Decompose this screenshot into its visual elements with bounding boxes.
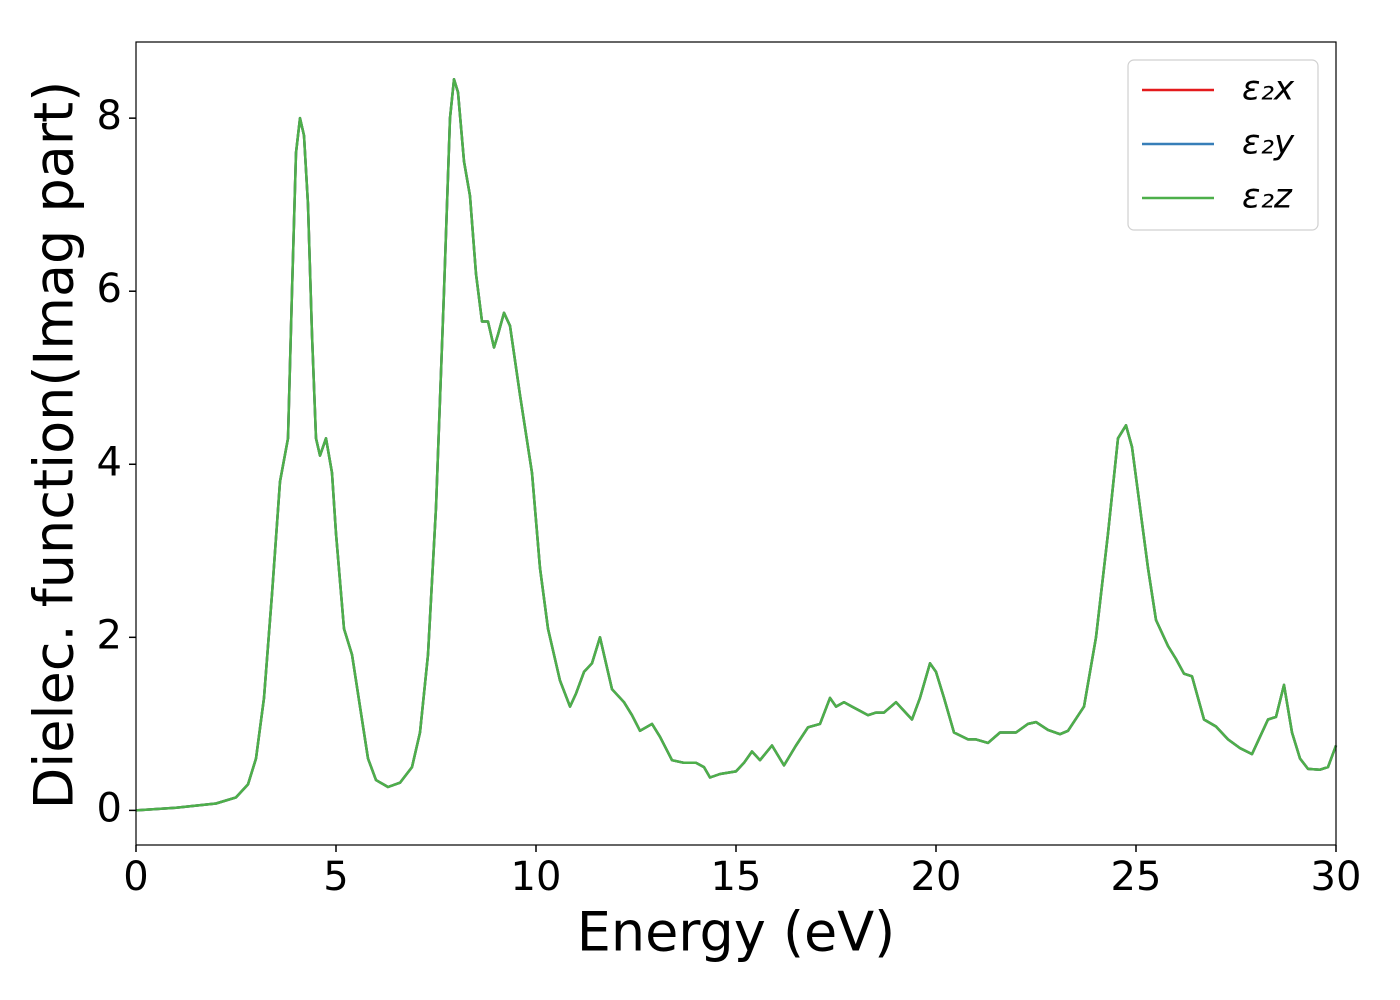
series-line [135,77,1338,812]
y-tick-label: 8 [97,93,122,139]
legend-label: ε₂z [1242,177,1293,217]
y-tick-label: 6 [97,266,122,312]
y-tick-label: 4 [97,439,122,485]
legend-label: ε₂y [1242,123,1295,163]
legend-label: ε₂x [1242,69,1295,109]
x-tick-label: 10 [511,854,562,900]
x-tick-label: 30 [1311,854,1362,900]
y-tick-label: 2 [97,612,122,658]
x-tick-label: 20 [911,854,962,900]
x-tick-label: 5 [323,854,348,900]
x-tick-label: 25 [1111,854,1162,900]
y-axis-label: Dielec. function(Imag part) [23,81,86,810]
x-tick-label: 0 [123,854,148,900]
plot-frame [135,41,1337,846]
legend-box [1127,59,1319,231]
x-axis-label: Energy (eV) [577,901,896,964]
x-tick-label: 15 [711,854,762,900]
y-tick-label: 0 [97,785,122,831]
